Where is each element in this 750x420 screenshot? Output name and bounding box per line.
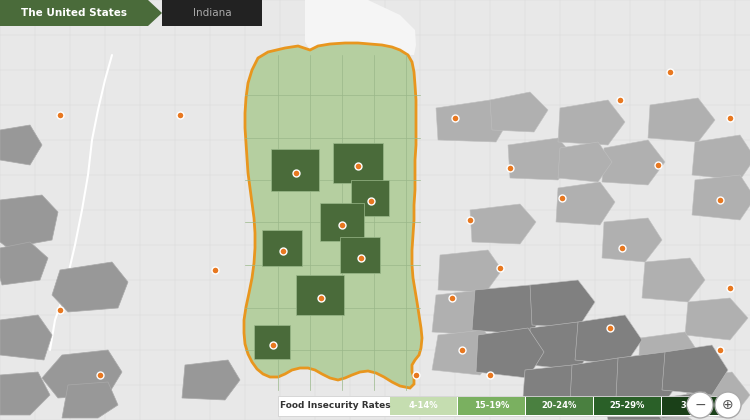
FancyBboxPatch shape bbox=[662, 397, 729, 415]
Polygon shape bbox=[438, 250, 502, 292]
Text: −: − bbox=[694, 398, 706, 412]
Polygon shape bbox=[616, 352, 682, 402]
FancyBboxPatch shape bbox=[262, 230, 302, 266]
FancyBboxPatch shape bbox=[0, 0, 148, 26]
Text: 30% +: 30% + bbox=[681, 402, 710, 410]
FancyBboxPatch shape bbox=[351, 180, 389, 216]
Polygon shape bbox=[472, 285, 548, 335]
Polygon shape bbox=[436, 100, 510, 142]
Text: 4-14%: 4-14% bbox=[409, 402, 438, 410]
FancyBboxPatch shape bbox=[296, 275, 344, 315]
Polygon shape bbox=[432, 290, 498, 335]
Polygon shape bbox=[558, 142, 612, 182]
Polygon shape bbox=[522, 365, 588, 415]
Polygon shape bbox=[530, 280, 595, 328]
Polygon shape bbox=[662, 345, 728, 395]
Polygon shape bbox=[692, 135, 750, 180]
Polygon shape bbox=[635, 410, 692, 420]
Polygon shape bbox=[62, 382, 118, 418]
Polygon shape bbox=[244, 43, 422, 388]
FancyBboxPatch shape bbox=[458, 397, 525, 415]
Polygon shape bbox=[470, 204, 536, 244]
Polygon shape bbox=[556, 182, 615, 225]
FancyBboxPatch shape bbox=[254, 325, 290, 359]
Polygon shape bbox=[0, 195, 58, 248]
Text: 15-19%: 15-19% bbox=[474, 402, 509, 410]
Polygon shape bbox=[685, 298, 748, 340]
Polygon shape bbox=[42, 350, 122, 398]
Polygon shape bbox=[0, 242, 48, 285]
Polygon shape bbox=[660, 392, 720, 418]
Polygon shape bbox=[476, 328, 544, 378]
FancyBboxPatch shape bbox=[271, 149, 319, 191]
Polygon shape bbox=[648, 98, 715, 142]
Polygon shape bbox=[692, 175, 750, 220]
FancyBboxPatch shape bbox=[594, 397, 661, 415]
Polygon shape bbox=[148, 0, 162, 26]
Polygon shape bbox=[602, 218, 662, 262]
FancyBboxPatch shape bbox=[526, 397, 593, 415]
Polygon shape bbox=[432, 330, 498, 375]
FancyBboxPatch shape bbox=[162, 0, 262, 26]
Polygon shape bbox=[0, 315, 52, 360]
Circle shape bbox=[687, 392, 713, 418]
Text: Indiana: Indiana bbox=[193, 8, 231, 18]
Polygon shape bbox=[638, 332, 700, 378]
Polygon shape bbox=[305, 0, 416, 55]
Polygon shape bbox=[605, 402, 662, 420]
FancyBboxPatch shape bbox=[278, 396, 734, 416]
Circle shape bbox=[715, 392, 741, 418]
FancyBboxPatch shape bbox=[340, 237, 380, 273]
Polygon shape bbox=[575, 315, 642, 365]
Text: Food Insecurity Rates: Food Insecurity Rates bbox=[280, 402, 390, 410]
Text: 20-24%: 20-24% bbox=[542, 402, 578, 410]
Polygon shape bbox=[182, 360, 240, 400]
Text: ⊕: ⊕ bbox=[722, 398, 734, 412]
Polygon shape bbox=[558, 100, 625, 145]
Polygon shape bbox=[685, 372, 750, 418]
Polygon shape bbox=[490, 92, 548, 132]
Polygon shape bbox=[642, 258, 705, 302]
FancyBboxPatch shape bbox=[333, 143, 383, 183]
Polygon shape bbox=[0, 372, 50, 415]
FancyBboxPatch shape bbox=[320, 203, 364, 241]
FancyBboxPatch shape bbox=[390, 397, 457, 415]
Polygon shape bbox=[508, 138, 575, 180]
Text: 25-29%: 25-29% bbox=[610, 402, 645, 410]
Polygon shape bbox=[530, 322, 595, 370]
Polygon shape bbox=[570, 358, 635, 408]
Polygon shape bbox=[52, 262, 128, 312]
Text: The United States: The United States bbox=[21, 8, 127, 18]
Polygon shape bbox=[0, 125, 42, 165]
Polygon shape bbox=[602, 140, 665, 185]
